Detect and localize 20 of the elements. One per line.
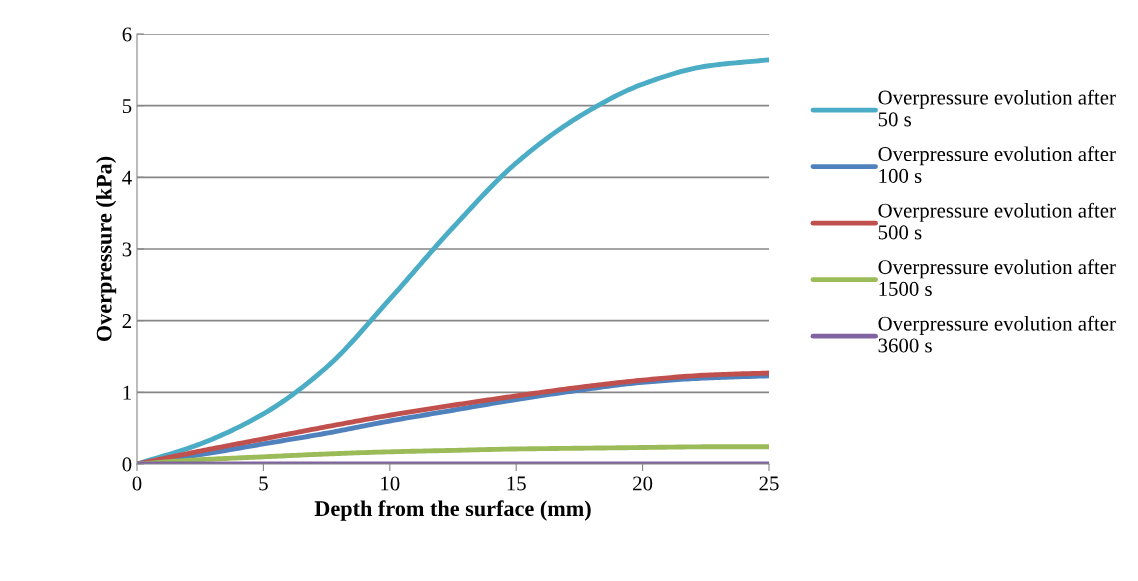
legend-label: Overpressure evolution after 1500 s [878, 259, 1116, 296]
y-tick-label: 3 [122, 242, 132, 257]
x-tick-label: 25 [759, 476, 779, 491]
legend-label: Overpressure evolution after 50 s [878, 89, 1116, 127]
x-tick-label: 15 [507, 476, 526, 491]
x-axis-title: Depth from the surface (mm) [314, 500, 591, 521]
x-tick-label: 0 [132, 476, 142, 491]
y-tick-label: 1 [123, 385, 131, 400]
y-axis-title: Overpressure (kPa) [96, 156, 117, 342]
y-tick-label: 2 [122, 314, 131, 328]
x-tick-label: 5 [259, 476, 268, 491]
y-tick-label: 5 [122, 99, 132, 114]
x-tick-label: 20 [633, 476, 653, 491]
y-tick-label: 6 [122, 27, 132, 42]
x-tick-label: 10 [381, 476, 400, 491]
legend-label: Overpressure evolution after 3600 s [878, 315, 1116, 353]
y-tick-label: 0 [122, 457, 132, 472]
legend-label: Overpressure evolution after 500 s [878, 202, 1116, 240]
y-tick-label: 4 [122, 170, 132, 185]
legend-label: Overpressure evolution after 100 s [878, 146, 1116, 183]
